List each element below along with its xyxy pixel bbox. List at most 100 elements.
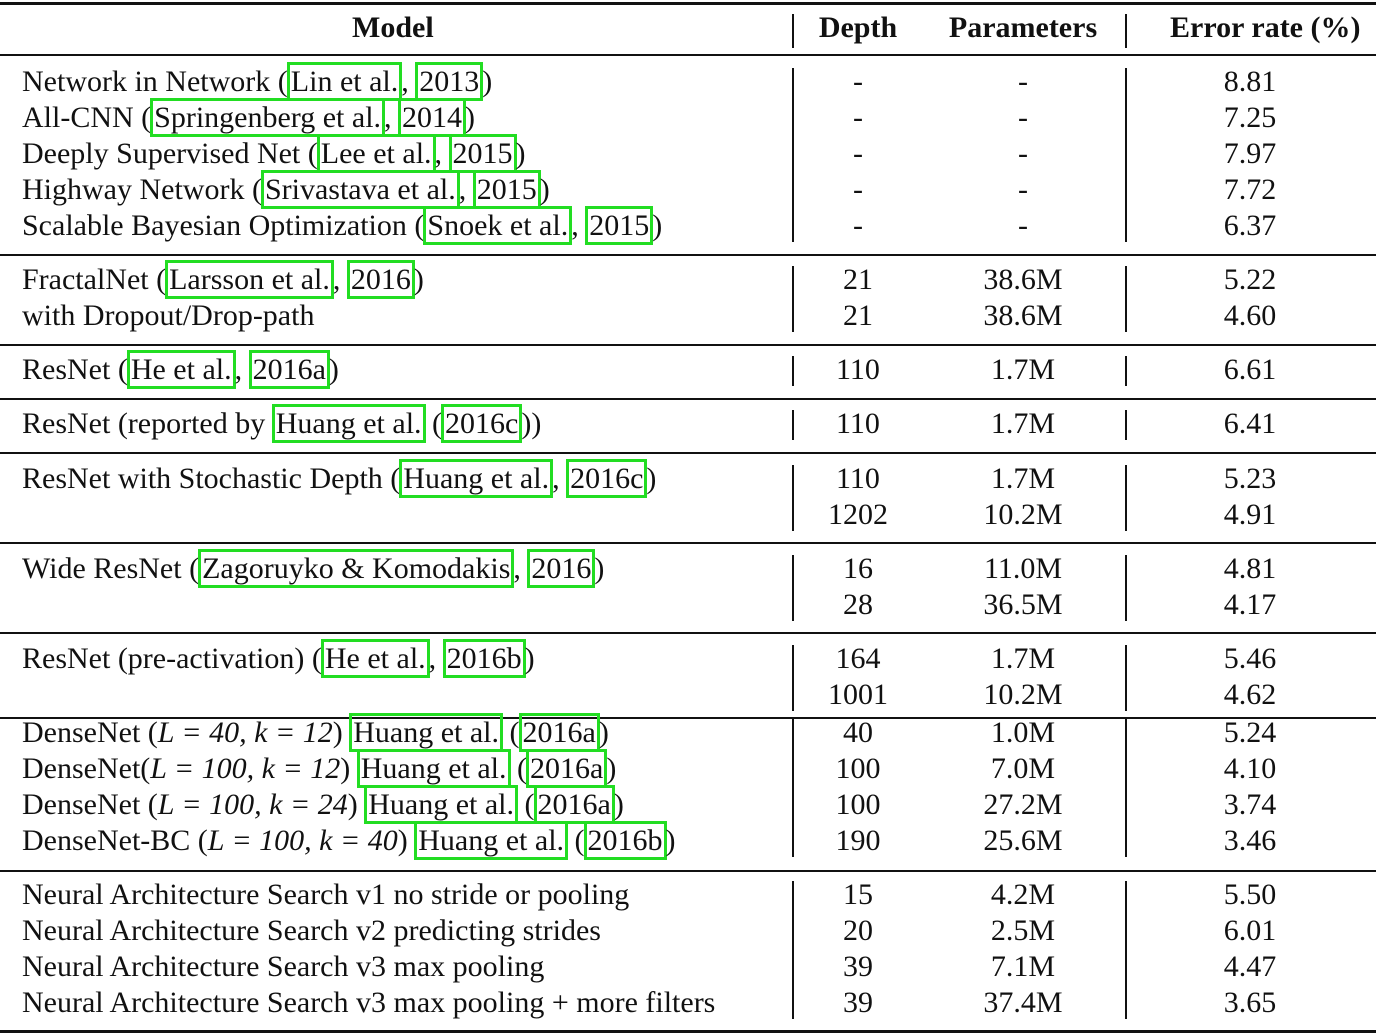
- citation-separator: (: [567, 824, 585, 857]
- error-rate-value: 6.01: [1223, 914, 1277, 947]
- model-config: L = 40, k = 12: [157, 716, 333, 749]
- group-divider-left: [792, 719, 794, 857]
- group-divider-left: [792, 645, 794, 711]
- parameters-value: 38.6M: [983, 263, 1063, 296]
- citation-author: Huang et al.: [364, 785, 519, 824]
- model-config: L = 100, k = 40: [207, 824, 398, 857]
- model-text: FractalNet (: [22, 263, 167, 296]
- citation-separator: (: [502, 716, 520, 749]
- header-parameters: Parameters: [948, 11, 1098, 44]
- parameters-value: -: [1018, 65, 1028, 98]
- error-rate-value: 4.62: [1223, 678, 1277, 711]
- error-rate-value: 7.97: [1223, 137, 1277, 170]
- header-divider-left: [792, 14, 794, 48]
- parameters-value: 7.0M: [990, 752, 1056, 785]
- error-rate-value: 3.46: [1223, 824, 1277, 857]
- model-name: All-CNN (Springenberg et al., 2014): [22, 98, 476, 137]
- model-config: L = 100, k = 24: [157, 788, 348, 821]
- parameters-value: 10.2M: [983, 498, 1063, 531]
- group-divider-right: [1125, 266, 1127, 332]
- parameters-value: 7.1M: [990, 950, 1056, 983]
- parameters-value: 1.0M: [990, 716, 1056, 749]
- model-name: Neural Architecture Search v3 max poolin…: [22, 949, 544, 985]
- citation-year: 2016c: [441, 404, 523, 443]
- depth-value: 110: [836, 462, 880, 495]
- parameters-value: 2.5M: [990, 914, 1056, 947]
- model-text: ): [332, 716, 351, 749]
- depth-value: 21: [843, 263, 873, 296]
- citation-author: Zagoruyko & Komodakis: [198, 549, 515, 588]
- model-text: DenseNet(: [22, 752, 151, 785]
- parameters-value: 38.6M: [983, 299, 1063, 332]
- bottom-rule: [0, 1030, 1376, 1033]
- error-rate-value: 3.65: [1223, 986, 1277, 1019]
- citation-close: ): [665, 824, 676, 857]
- citation-close: ): [328, 353, 339, 386]
- depth-value: 1001: [828, 678, 888, 711]
- group-divider-left: [792, 555, 794, 621]
- citation-separator: (: [424, 407, 443, 440]
- group-divider-right: [1125, 410, 1127, 440]
- citation-close: ): [652, 209, 663, 242]
- citation-separator: ,: [384, 101, 400, 134]
- parameters-value: 37.4M: [983, 986, 1063, 1019]
- error-rate-value: 4.91: [1223, 498, 1277, 531]
- parameters-value: -: [1018, 173, 1028, 206]
- group-rule: [0, 254, 1376, 256]
- citation-separator: (: [517, 788, 535, 821]
- citation-separator: ,: [513, 552, 529, 585]
- depth-value: -: [853, 101, 863, 134]
- citation-year: 2015: [448, 134, 517, 173]
- model-name: ResNet with Stochastic Depth (Huang et a…: [22, 459, 656, 498]
- model-name: DenseNet (L = 40, k = 12) Huang et al. (…: [22, 713, 609, 752]
- citation-close: ): [524, 642, 535, 675]
- error-rate-value: 4.81: [1223, 552, 1277, 585]
- model-text: Scalable Bayesian Optimization (: [22, 209, 425, 242]
- error-rate-value: 4.17: [1223, 588, 1277, 621]
- model-text: DenseNet (: [22, 716, 158, 749]
- citation-year: 2016a: [526, 749, 608, 788]
- group-divider-left: [792, 881, 794, 1019]
- citation-author: Larsson et al.: [165, 260, 334, 299]
- parameters-value: -: [1018, 209, 1028, 242]
- citation-author: Huang et al.: [399, 459, 554, 498]
- citation-separator: ,: [434, 137, 450, 170]
- group-divider-left: [792, 410, 794, 440]
- model-name: Neural Architecture Search v1 no stride …: [22, 877, 629, 913]
- citation-separator: ,: [332, 263, 348, 296]
- citation-author: He et al.: [126, 350, 236, 389]
- model-text: Neural Architecture Search v3 max poolin…: [22, 986, 716, 1019]
- depth-value: -: [853, 65, 863, 98]
- citation-author: Lee et al.: [316, 134, 436, 173]
- citation-close: ): [482, 65, 493, 98]
- parameters-value: -: [1018, 101, 1028, 134]
- header-depth: Depth: [818, 11, 898, 44]
- citation-close: ): [598, 716, 609, 749]
- error-rate-value: 5.50: [1223, 878, 1277, 911]
- model-name: ResNet (reported by Huang et al. (2016c)…: [22, 404, 541, 443]
- model-name: Highway Network (Srivastava et al., 2015…: [22, 170, 550, 209]
- depth-value: 100: [835, 752, 881, 785]
- citation-year: 2016a: [248, 350, 330, 389]
- citation-separator: ,: [428, 642, 444, 675]
- citation-close: ): [465, 101, 476, 134]
- model-name: Scalable Bayesian Optimization (Snoek et…: [22, 206, 663, 245]
- depth-value: -: [853, 173, 863, 206]
- model-text: Highway Network (: [22, 173, 262, 206]
- citation-author: Springenberg et al.: [150, 98, 386, 137]
- model-text: Neural Architecture Search v1 no stride …: [22, 878, 630, 911]
- citation-year: 2016b: [442, 639, 526, 678]
- citation-separator: ,: [552, 462, 568, 495]
- model-name: ResNet (He et al., 2016a): [22, 350, 339, 389]
- model-name: DenseNet-BC (L = 100, k = 40) Huang et a…: [22, 821, 676, 860]
- error-rate-value: 6.37: [1223, 209, 1277, 242]
- model-text: ): [397, 824, 416, 857]
- group-rule: [0, 542, 1376, 544]
- citation-separator: (: [509, 752, 528, 785]
- parameters-value: -: [1018, 137, 1028, 170]
- parameters-value: 1.7M: [990, 462, 1056, 495]
- group-divider-left: [792, 465, 794, 531]
- depth-value: 20: [843, 914, 873, 947]
- model-name: Wide ResNet (Zagoruyko & Komodakis, 2016…: [22, 549, 604, 588]
